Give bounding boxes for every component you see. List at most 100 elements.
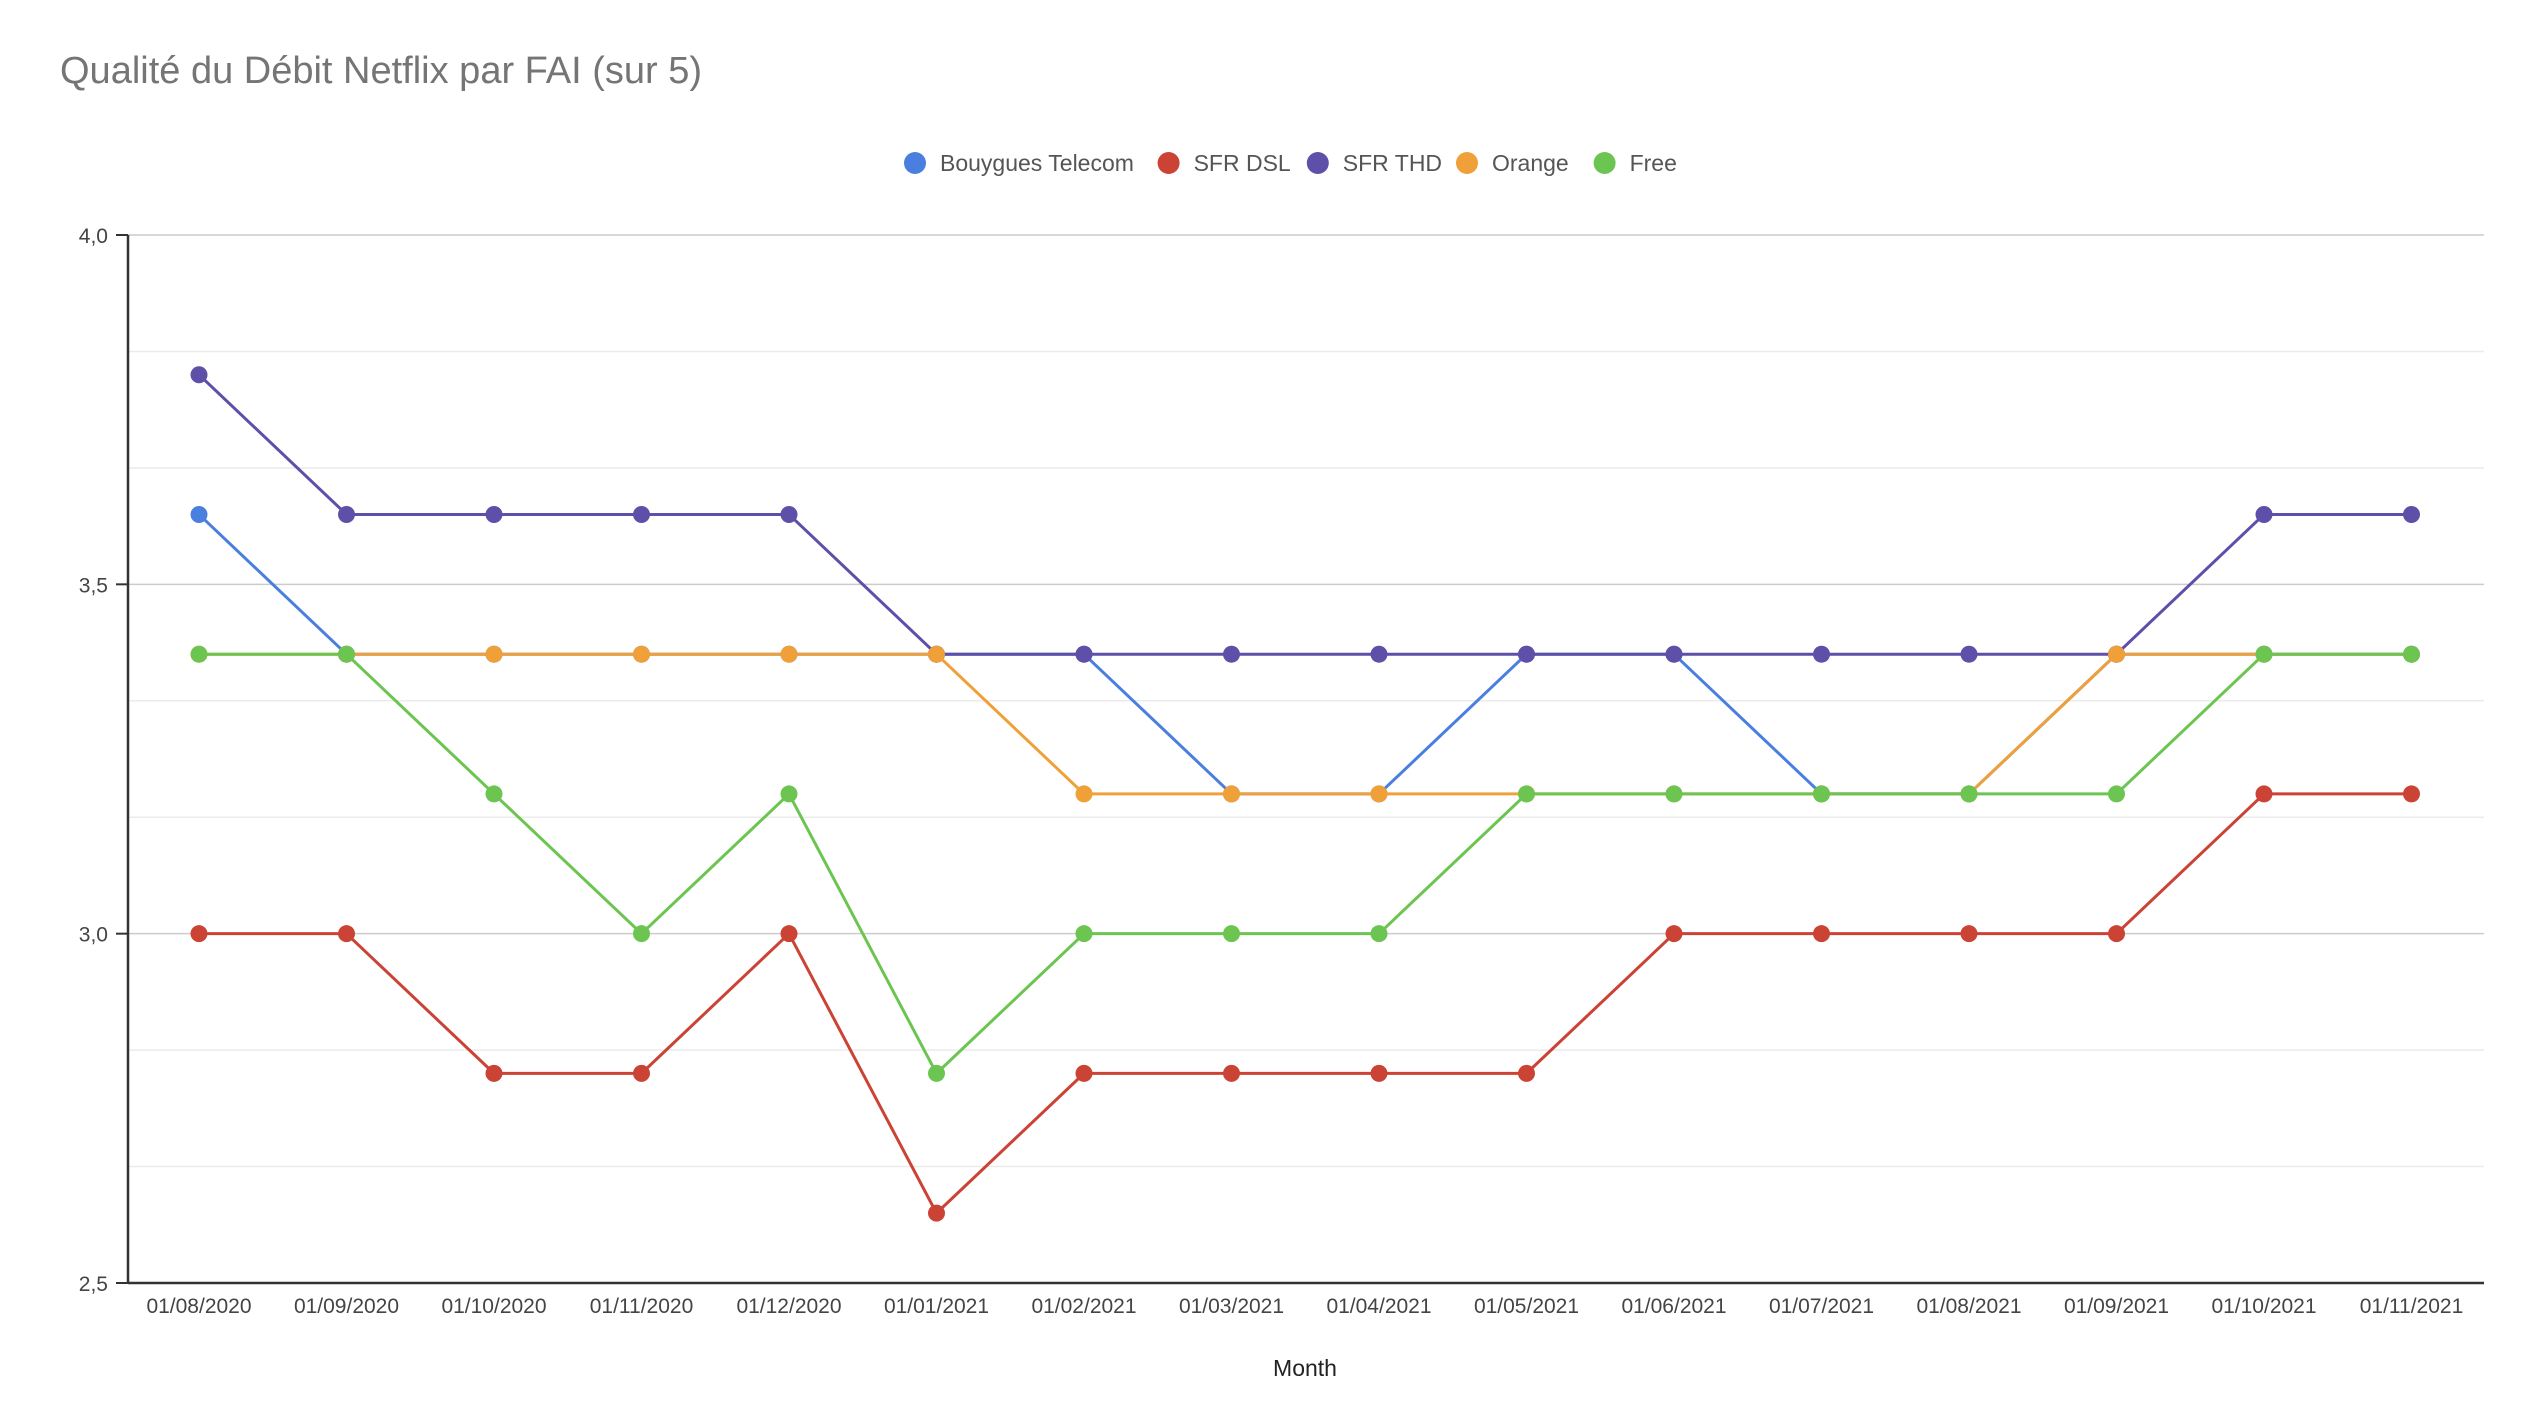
data-point-sfr-thd — [1518, 645, 1535, 663]
data-point-free — [928, 1064, 945, 1082]
series-line-free — [199, 652, 2412, 1075]
data-point-free — [485, 785, 503, 803]
data-point-free — [1518, 785, 1535, 803]
series-line-orange — [199, 652, 2412, 796]
series-free — [190, 645, 2420, 1082]
data-point-sfr-dsl — [1075, 1064, 1093, 1082]
legend-marker — [1306, 152, 1329, 174]
data-point-sfr-thd — [190, 366, 208, 384]
data-point-sfr-dsl — [1518, 1064, 1535, 1082]
y-tick-label: 3,5 — [79, 574, 108, 597]
x-tick-label: 01/04/2021 — [1326, 1295, 1431, 1318]
data-point-orange — [485, 645, 503, 663]
data-point-orange — [2108, 645, 2125, 663]
x-tick-label: 01/11/2020 — [590, 1295, 694, 1318]
series-line-sfr-thd — [197, 373, 2412, 656]
data-point-sfr-dsl — [1813, 925, 1830, 943]
chart-title: Qualité du Débit Netflix par FAI (sur 5) — [60, 50, 703, 92]
data-point-free — [2108, 785, 2125, 803]
data-point-free — [1960, 785, 1978, 803]
series-lines — [190, 366, 2420, 1222]
data-point-orange — [633, 645, 650, 663]
x-tick-label: 01/05/2021 — [1474, 1295, 1579, 1318]
y-tick-label: 3,0 — [79, 924, 108, 947]
data-point-free — [2255, 645, 2273, 663]
legend-item-bouygues-telecom[interactable]: Bouygues Telecom — [904, 150, 1134, 176]
data-point-free — [338, 645, 355, 663]
data-point-free — [1665, 785, 1683, 803]
data-point-free — [1813, 785, 1830, 803]
data-point-sfr-thd — [1665, 645, 1683, 663]
series-line-sfr-dsl — [199, 792, 2412, 1215]
legend-marker — [1157, 152, 1180, 174]
data-point-sfr-thd — [485, 505, 503, 523]
legend: Bouygues Telecom SFR DSL SFR THD Orange Free — [904, 150, 1677, 176]
data-point-sfr-thd — [1223, 645, 1240, 663]
data-point-sfr-thd — [1075, 645, 1093, 663]
data-point-sfr-dsl — [2108, 925, 2125, 943]
x-tick-label: 01/10/2021 — [2211, 1295, 2316, 1318]
data-point-sfr-dsl — [1960, 925, 1978, 943]
data-point-sfr-dsl — [780, 925, 798, 943]
x-tick-label: 01/03/2021 — [1179, 1295, 1284, 1318]
data-point-free — [1370, 925, 1388, 943]
x-tick-label: 01/12/2020 — [736, 1295, 841, 1318]
data-point-sfr-thd — [1370, 645, 1388, 663]
legend-label: SFR DSL — [1194, 150, 1291, 176]
legend-marker — [904, 152, 926, 174]
legend-item-orange[interactable]: Orange — [1456, 150, 1569, 176]
data-point-sfr-thd — [1960, 645, 1978, 663]
legend-item-sfr-thd[interactable]: SFR THD — [1306, 150, 1442, 176]
data-point-sfr-dsl — [2403, 785, 2420, 803]
data-point-sfr-dsl — [633, 1064, 650, 1082]
x-tick-label: 01/08/2021 — [1916, 1295, 2021, 1318]
x-tick-label: 01/07/2021 — [1769, 1295, 1874, 1318]
data-point-free — [190, 645, 208, 663]
legend-label: Free — [1630, 150, 1677, 176]
legend-label: SFR THD — [1343, 150, 1442, 176]
series-orange — [190, 645, 2420, 803]
data-point-sfr-thd — [2403, 505, 2420, 523]
data-point-sfr-thd — [633, 505, 650, 523]
data-point-orange — [928, 645, 945, 663]
x-tick-label: 01/06/2021 — [1621, 1295, 1726, 1318]
legend-marker — [1456, 152, 1478, 174]
legend-item-sfr-dsl[interactable]: SFR DSL — [1157, 150, 1291, 176]
data-point-free — [633, 925, 650, 943]
data-point-sfr-thd — [1813, 645, 1830, 663]
x-axis-title: Month — [1273, 1355, 1337, 1381]
x-tick-label: 01/10/2020 — [441, 1295, 546, 1318]
data-point-free — [1075, 925, 1093, 943]
series-sfr-thd — [190, 366, 2420, 663]
data-point-orange — [1075, 785, 1093, 803]
gridlines — [128, 234, 2484, 1284]
data-point-sfr-dsl — [338, 925, 355, 943]
data-point-free — [2403, 645, 2420, 663]
legend-item-free[interactable]: Free — [1593, 150, 1677, 176]
x-tick-label: 01/09/2020 — [294, 1295, 399, 1318]
data-point-sfr-dsl — [1370, 1064, 1388, 1082]
data-point-sfr-dsl — [1223, 1064, 1240, 1082]
data-point-sfr-dsl — [928, 1204, 945, 1222]
data-point-sfr-dsl — [1665, 925, 1683, 943]
y-tick-label: 2,5 — [79, 1273, 108, 1296]
x-tick-label: 01/08/2020 — [146, 1295, 251, 1318]
x-tick-label: 01/01/2021 — [884, 1295, 989, 1318]
y-tick-label: 4,0 — [79, 225, 108, 248]
data-point-sfr-thd — [338, 505, 355, 523]
data-point-orange — [1223, 785, 1240, 803]
data-point-orange — [780, 645, 798, 663]
data-point-free — [780, 785, 798, 803]
series-sfr-dsl — [190, 785, 2420, 1222]
axes: 2,5 3,0 3,5 4,0 01/08/2020 01/09/2020 01/10/20… — [79, 225, 2484, 1318]
data-point-sfr-dsl — [485, 1064, 503, 1082]
legend-label: Bouygues Telecom — [940, 150, 1134, 176]
legend-label: Orange — [1492, 150, 1569, 176]
data-point-orange — [1370, 785, 1388, 803]
data-point-sfr-dsl — [190, 925, 208, 943]
x-tick-label: 01/11/2021 — [2360, 1295, 2464, 1318]
data-point-sfr-thd — [2255, 505, 2273, 523]
x-tick-label: 01/09/2021 — [2064, 1295, 2169, 1318]
